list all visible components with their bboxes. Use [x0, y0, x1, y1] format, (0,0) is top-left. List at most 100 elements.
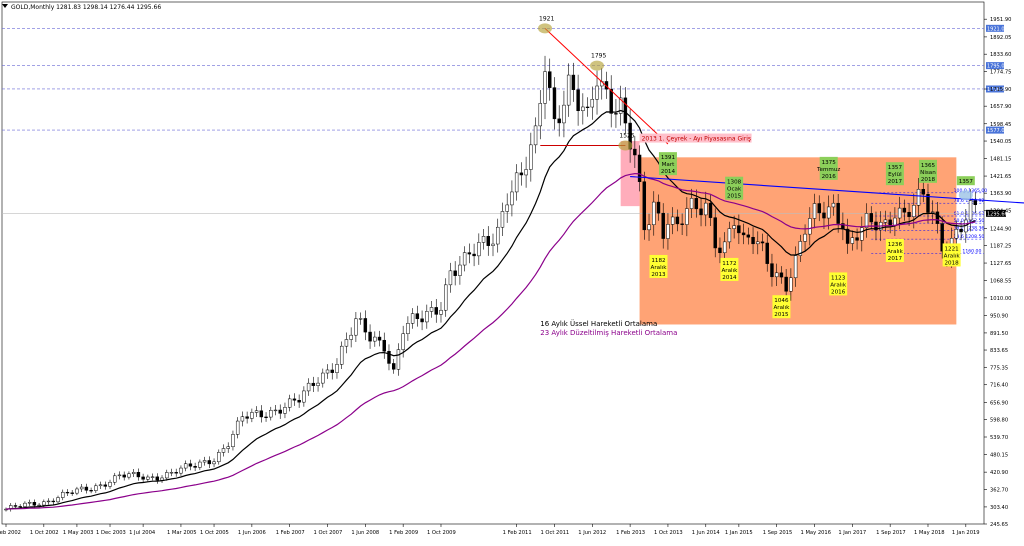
bottom-annotation-text: Aralık: [944, 253, 961, 259]
candle-body: [770, 263, 774, 278]
bottom-annotation-text: 2015: [774, 312, 789, 318]
candle-body: [543, 71, 547, 104]
candle-body: [259, 410, 264, 418]
candle-body: [287, 398, 292, 408]
candle-body: [685, 208, 689, 225]
candle-body: [831, 202, 836, 208]
y-tick-label: 1010.00: [990, 296, 1011, 302]
symbol-info: GOLD,Monthly 1281.83 1298.14 1276.44 129…: [11, 4, 161, 11]
candle-body: [401, 333, 405, 350]
top-annotation-box: [819, 156, 838, 180]
candle-body: [141, 476, 145, 480]
candle-body: [722, 241, 727, 254]
candle-body: [453, 270, 457, 276]
candle-body: [61, 491, 65, 498]
candle-body: [387, 350, 391, 364]
bear-trendline: [544, 27, 669, 145]
y-tick-label: 1304.45: [990, 209, 1011, 215]
candle-body: [382, 339, 386, 352]
candle-body: [477, 242, 481, 257]
candle-body: [760, 241, 765, 244]
x-tick-label: 1 Oct 2009: [427, 530, 456, 536]
bottom-annotation-text: Aralık: [651, 265, 668, 271]
candle-body: [519, 172, 524, 176]
candle-body: [666, 224, 670, 239]
candle-body: [316, 382, 320, 386]
x-tick-label: 1 Feb 2011: [503, 530, 532, 536]
candle-body: [793, 255, 798, 279]
y-tick-label: 420.90: [990, 470, 1008, 476]
bottom-annotation-text: 1236: [888, 242, 903, 248]
bottom-annotation-text: 2016: [831, 289, 846, 295]
candle-body: [127, 473, 131, 478]
y-tick-label: 1892.05: [990, 35, 1011, 41]
y-tick-label: 1833.60: [990, 52, 1011, 58]
candle-body: [614, 113, 618, 115]
key-point-marker: [618, 140, 633, 151]
bottom-annotation-box: [885, 238, 904, 262]
bear-trend-label: 2013 1. Çeyrek - Ayı Piyasasına Giriş: [642, 136, 751, 143]
x-tick-label: 1 Sep 2015: [763, 530, 793, 536]
x-tick-label: 1 May 2003: [63, 530, 94, 536]
candle-body: [623, 97, 628, 124]
candle-body: [235, 420, 240, 435]
candle-body: [756, 241, 760, 245]
top-annotation-text: 2018: [921, 177, 936, 183]
candle-body: [708, 202, 713, 218]
candle-body: [150, 476, 155, 478]
candle-body: [883, 219, 888, 223]
y-tick-label: 1187.25: [990, 243, 1011, 249]
x-tick-label: 1 Oct 2005: [200, 530, 229, 536]
key-point-label: 1795: [591, 53, 606, 60]
top-annotation-text: 1375: [822, 160, 837, 166]
candle-body: [694, 198, 699, 210]
top-annotation-text: Temmuz: [816, 167, 840, 173]
candle-body: [566, 74, 571, 106]
candle-body: [18, 506, 22, 508]
candle-body: [647, 224, 651, 231]
y-tick-label: 1657.90: [990, 104, 1011, 110]
candle-body: [637, 154, 642, 182]
candle-body: [562, 104, 566, 124]
resistance-price-box: [986, 24, 1004, 32]
candle-body: [656, 201, 661, 214]
candle-body: [335, 364, 339, 373]
resistance-price-box: [986, 62, 1004, 70]
top-annotation-text: 2017: [888, 179, 903, 185]
candle-body: [165, 472, 169, 479]
candle-body: [321, 372, 325, 384]
candle-body: [500, 211, 505, 228]
legend-item: 16 Aylık Üssel Hareketli Ortalama: [540, 319, 657, 328]
candle-body: [131, 472, 136, 475]
candle-body: [56, 497, 60, 503]
candle-body: [202, 460, 207, 463]
top-annotation-text: 1357: [888, 165, 903, 171]
y-tick-label: 891.50: [990, 331, 1008, 337]
resistance-price-box: [986, 126, 1004, 134]
bottom-annotation-text: Aralık: [887, 249, 904, 255]
y-tick-label: 1421.65: [990, 174, 1011, 180]
candle-body: [845, 228, 850, 244]
candle-body: [84, 486, 89, 491]
candle-body: [254, 410, 259, 413]
symbol-dropdown-icon[interactable]: [2, 4, 8, 8]
top-annotation-text: 1308: [727, 180, 742, 186]
candle-body: [226, 446, 230, 449]
x-tick-label: 1 Jun 2012: [578, 530, 606, 536]
fib-level-label: 23.6 1208.50: [954, 234, 985, 240]
candle-body: [32, 502, 37, 506]
candle-body: [808, 218, 812, 235]
candle-body: [98, 484, 103, 487]
candle-body: [661, 212, 665, 239]
candle-body: [311, 382, 316, 386]
candle-body: [79, 486, 84, 490]
candle-body: [590, 99, 595, 108]
bottom-annotation-text: Aralık: [721, 268, 738, 274]
y-tick-label: 833.65: [990, 348, 1008, 354]
candle-body: [912, 205, 916, 217]
candle-body: [330, 369, 334, 373]
candle-body: [415, 313, 420, 320]
candle-body: [240, 416, 245, 422]
